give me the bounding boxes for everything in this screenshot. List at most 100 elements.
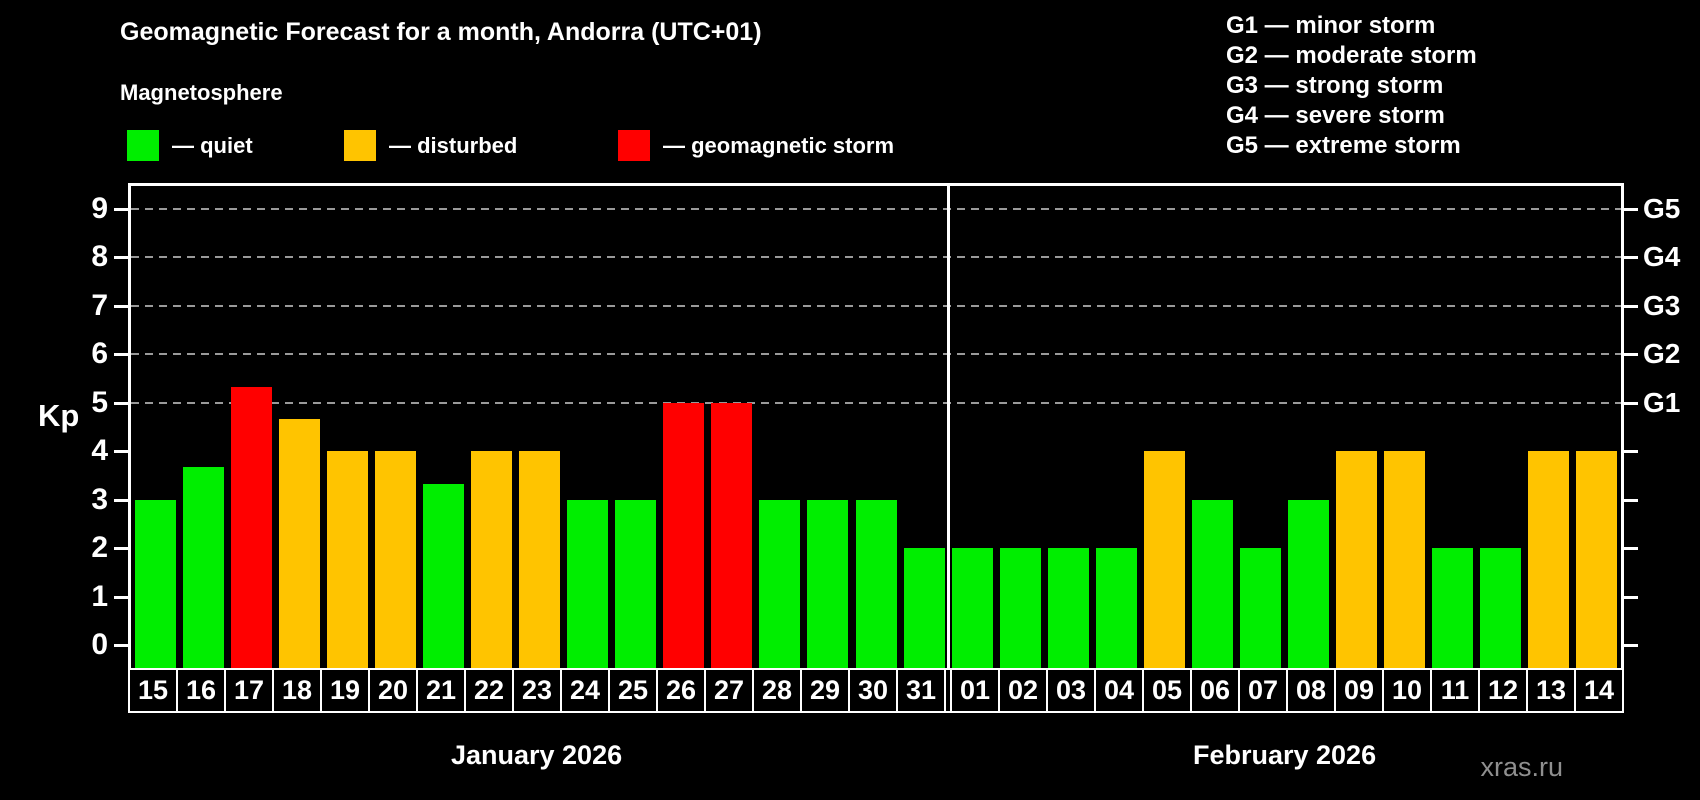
day-label: 20: [368, 670, 416, 711]
y-tick-left: [114, 207, 128, 211]
legend-item-storm: — geomagnetic storm: [618, 130, 894, 161]
day-label: 07: [1238, 670, 1286, 711]
y-tick-right: [1624, 547, 1638, 550]
day-label: 19: [320, 670, 368, 711]
day-label: 10: [1382, 670, 1430, 711]
gridline-kp8: [131, 256, 1621, 258]
day-label: 11: [1430, 670, 1478, 711]
month-label-february: February 2026: [1192, 740, 1377, 770]
kp-bar: [1480, 548, 1522, 668]
g-legend-item-g2: G2 — moderate storm: [1226, 42, 1477, 69]
day-label: 31: [896, 670, 946, 711]
y-axis-label: 6: [91, 337, 108, 370]
gridline-kp9: [131, 207, 1621, 210]
y-tick-left: [114, 547, 128, 550]
g-legend-item-g1: G1 — minor storm: [1226, 12, 1436, 39]
day-label: 09: [1334, 670, 1382, 711]
day-label: 26: [656, 670, 704, 711]
y-tick-right: [1624, 256, 1638, 259]
y-tick-left: [114, 644, 128, 647]
kp-bar: [374, 451, 416, 668]
y-tick-right: [1624, 595, 1638, 599]
y-axis-label: 0: [91, 628, 108, 661]
kp-bar: [1528, 451, 1570, 668]
y-axis-label: 3: [91, 482, 108, 516]
day-label: 29: [800, 670, 848, 711]
y-tick-left: [114, 401, 128, 405]
kp-axis-label: Kp: [38, 398, 80, 433]
kp-bar: [615, 499, 657, 668]
kp-bar: [663, 402, 705, 668]
g-legend-item-g5: G5 — extreme storm: [1226, 132, 1461, 159]
quiet-swatch-icon: [127, 130, 159, 161]
plot-area: 0 1 2 3 4 5 6 7 8 9 G1 G2 G3 G4 G5: [91, 183, 1680, 668]
g-legend-item-g4: G4 — severe storm: [1226, 102, 1445, 129]
kp-bar: [1336, 451, 1378, 668]
g-axis-label: G3: [1643, 289, 1681, 321]
y-tick-right: [1624, 644, 1638, 647]
y-axis-label: 4: [91, 434, 108, 467]
y-axis-label: 7: [91, 288, 108, 322]
chart-title: Geomagnetic Forecast for a month, Andorr…: [120, 18, 762, 46]
day-label: 27: [704, 670, 752, 711]
g-legend-item-g3: G3 — strong storm: [1226, 72, 1444, 99]
y-tick-left: [114, 304, 128, 308]
legend-item-quiet: — quiet: [127, 130, 253, 161]
day-label: 23: [512, 670, 560, 711]
y-axis-label: 1: [91, 579, 108, 613]
gridline-kp7: [131, 304, 1621, 307]
y-tick-left: [114, 595, 128, 599]
day-label: 24: [560, 670, 608, 711]
day-label: 12: [1478, 670, 1526, 711]
y-axis-label: 9: [91, 191, 108, 225]
kp-bar: [422, 483, 464, 668]
day-label: 02: [998, 670, 1046, 711]
kp-bar: [759, 499, 801, 668]
watermark-xras: xras.ru: [1480, 752, 1563, 782]
y-tick-right: [1624, 353, 1638, 356]
day-label: 15: [137, 675, 169, 705]
legend-label-quiet: — quiet: [172, 132, 253, 158]
kp-bar: [1576, 451, 1618, 668]
legend-item-disturbed: — disturbed: [344, 130, 517, 161]
kp-bar: [519, 451, 561, 668]
day-label: 18: [272, 670, 320, 711]
day-label: 25: [608, 670, 656, 711]
kp-bar: [1095, 548, 1137, 668]
kp-bar: [855, 499, 897, 668]
y-tick-right: [1624, 401, 1638, 405]
day-label: 21: [416, 670, 464, 711]
kp-bar: [711, 402, 753, 668]
day-label: 22: [464, 670, 512, 711]
magnetosphere-label: Magnetosphere: [120, 80, 283, 105]
g-scale-legend: G1 — minor storm G2 — moderate storm G3 …: [1226, 11, 1477, 161]
kp-bar: [278, 418, 320, 668]
disturbed-swatch-icon: [344, 130, 376, 161]
day-label: 03: [1046, 670, 1094, 711]
gridline-kp6: [131, 353, 1621, 355]
y-tick-right: [1624, 498, 1638, 502]
kp-bar: [134, 499, 176, 668]
month-label-january: January 2026: [450, 740, 623, 770]
day-label: 05: [1142, 670, 1190, 711]
kp-bar: [951, 548, 993, 668]
gridline-kp5: [131, 401, 1621, 404]
kp-bar: [1191, 499, 1233, 668]
kp-bar: [1240, 548, 1282, 668]
month-divider: [946, 186, 950, 668]
day-label: 06: [1190, 670, 1238, 711]
y-tick-left: [114, 256, 128, 259]
legend-label-disturbed: — disturbed: [389, 132, 518, 158]
kp-bar: [326, 451, 368, 668]
day-label: 01: [950, 670, 998, 711]
y-tick-right: [1624, 304, 1638, 308]
y-axis-label: 5: [91, 385, 108, 419]
g-axis-label: G4: [1643, 241, 1681, 272]
kp-bar: [230, 386, 272, 668]
day-label: 14: [1574, 670, 1622, 711]
day-label: 28: [752, 670, 800, 711]
y-tick-left: [114, 498, 128, 502]
kp-bar: [903, 548, 945, 668]
kp-bar: [1288, 499, 1330, 668]
